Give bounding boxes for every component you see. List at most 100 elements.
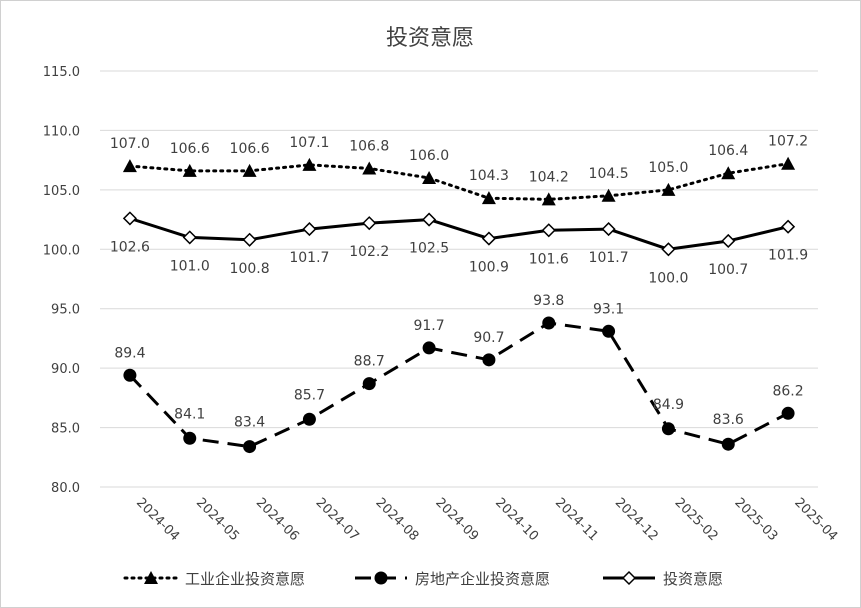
y-tick-label: 95.0 [51,303,80,318]
triangle-marker [182,163,197,177]
data-label: 101.0 [170,258,210,274]
x-tick-label: 2025-02 [672,495,721,544]
y-tick-label: 80.0 [51,481,80,496]
data-label: 84.1 [174,406,205,422]
legend-label: 投资意愿 [663,570,723,588]
series-line [129,216,789,251]
diamond-marker [481,231,496,246]
x-axis-ticks: 2024-04 2024-05 2024-06 2024-07 2024-08 2024-… [133,495,840,544]
data-label: 105.0 [648,160,688,176]
gridlines [100,70,818,488]
circle-marker [781,406,795,420]
circle-marker [123,368,137,382]
data-label: 106.6 [170,141,210,157]
x-tick-label: 2024-05 [193,495,242,544]
data-label: 93.1 [593,301,624,317]
diamond-marker [182,230,197,245]
diamond-marker [621,570,637,586]
diamond-marker [422,212,437,227]
triangle-marker [481,191,496,205]
circle-marker [183,431,197,445]
diamond-marker [242,232,257,247]
data-label: 104.5 [589,166,629,182]
circle-marker [602,324,616,338]
triangle-marker [144,571,158,584]
data-label: 102.6 [110,239,150,255]
data-label: 91.7 [413,318,444,334]
y-tick-label: 90.0 [51,362,80,377]
data-label: 107.0 [110,136,150,152]
data-label: 86.2 [772,383,803,399]
data-label: 102.5 [409,241,449,257]
series-3: 102.6 101.0 100.8 101.7 102.2 102.5 100.9 101.6… [110,211,808,286]
triangle-marker [122,159,137,173]
data-label: 93.8 [533,293,564,309]
legend-item-1: 工业企业投资意愿 [123,570,305,588]
legend-item-3: 投资意愿 [603,570,723,588]
y-tick-label: 100.0 [43,243,80,258]
triangle-marker [541,192,556,206]
y-tick-label: 105.0 [43,184,80,199]
triangle-marker [601,188,616,202]
legend-item-2: 房地产企业投资意愿 [355,570,550,588]
y-axis-ticks: 115.0 110.0 105.0 100.0 95.0 90.0 85.0 80.0 [43,65,80,496]
x-tick-label: 2025-03 [731,495,780,544]
data-label: 106.4 [708,143,748,159]
circle-marker [721,437,735,451]
data-label: 107.2 [768,134,808,150]
data-label: 100.9 [469,260,509,276]
x-tick-label: 2024-09 [432,495,481,544]
circle-marker [482,353,496,367]
legend-label: 房地产企业投资意愿 [415,570,550,588]
triangle-marker [661,182,676,196]
series-2: 89.4 84.1 83.4 85.7 88.7 91.7 90.7 93.8 93.1 84.9… [114,293,804,454]
series-line [128,162,790,201]
data-label: 83.6 [713,412,744,428]
data-label: 88.7 [354,354,385,370]
x-tick-label: 2024-06 [253,495,302,544]
data-label: 84.9 [653,397,684,413]
circle-marker [542,316,556,330]
data-label: 101.9 [768,248,808,264]
x-tick-label: 2025-04 [791,495,840,544]
circle-marker [302,412,316,426]
y-tick-label: 110.0 [43,124,80,139]
data-label: 90.7 [473,330,504,346]
data-label: 106.8 [349,138,389,154]
circle-marker [243,440,257,454]
data-label: 85.7 [294,387,325,403]
data-label: 100.7 [708,262,748,278]
series-layer: 107.0 106.6 106.6 107.1 106.8 106.0 104.3 104.2… [110,134,808,454]
data-label: 101.7 [589,250,629,266]
circle-marker [374,571,388,585]
data-label: 106.0 [409,148,449,164]
diamond-marker [302,222,317,237]
x-tick-label: 2024-10 [492,495,541,544]
data-label: 83.4 [234,415,265,431]
diamond-marker [362,216,377,231]
data-label: 104.2 [529,169,569,185]
triangle-marker [302,157,317,171]
x-tick-label: 2024-07 [313,495,362,544]
diamond-marker [601,222,616,237]
data-label: 89.4 [114,345,145,361]
series-line [128,321,789,449]
series-1: 107.0 106.6 106.6 107.1 106.8 106.0 104.3 104.2… [110,134,808,206]
triangle-marker [362,161,377,175]
data-label: 100.8 [230,261,270,277]
diamond-marker [122,211,137,226]
x-tick-label: 2024-11 [552,495,601,544]
diamond-marker [541,223,556,238]
data-label: 104.3 [469,168,509,184]
triangle-marker [721,166,736,180]
y-tick-label: 115.0 [43,65,80,80]
x-tick-label: 2024-04 [133,495,182,544]
x-tick-label: 2024-08 [372,495,421,544]
data-label: 101.6 [529,251,569,267]
y-tick-label: 85.0 [51,422,80,437]
triangle-marker [781,156,796,170]
triangle-marker [242,163,257,177]
legend: 工业企业投资意愿 房地产企业投资意愿 投资意愿 [123,570,723,588]
